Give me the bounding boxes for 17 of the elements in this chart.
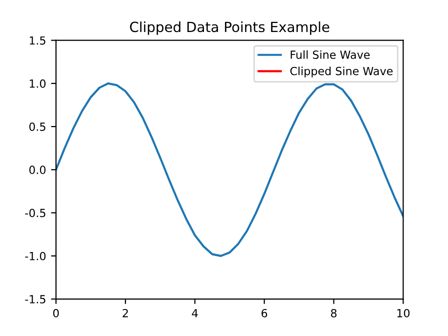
x-tick-label: 4 <box>192 309 198 318</box>
line-series <box>56 82 404 257</box>
y-tick-label: -1.5 <box>25 295 46 304</box>
x-tick-label: 0 <box>53 308 59 318</box>
y-tick-label: 1.0 <box>30 79 46 88</box>
y-tick-label: 0.0 <box>29 166 46 174</box>
x-tick-label: 6 <box>262 308 268 318</box>
y-tick-label: 0.5 <box>29 122 46 131</box>
chart-title: Clipped Data Points Example <box>130 21 330 35</box>
legend-label: Full Sine Wave <box>290 50 370 59</box>
x-tick-label: 2 <box>122 308 128 318</box>
y-tick-label: -0.5 <box>25 208 46 218</box>
y-tick-label: -1.0 <box>25 252 46 260</box>
x-tick-label: 10 <box>397 308 410 318</box>
x-tick-label: 8 <box>330 308 337 318</box>
y-tick-label: 1.5 <box>30 36 46 45</box>
legend-label: Clipped Sine Wave <box>290 66 393 78</box>
